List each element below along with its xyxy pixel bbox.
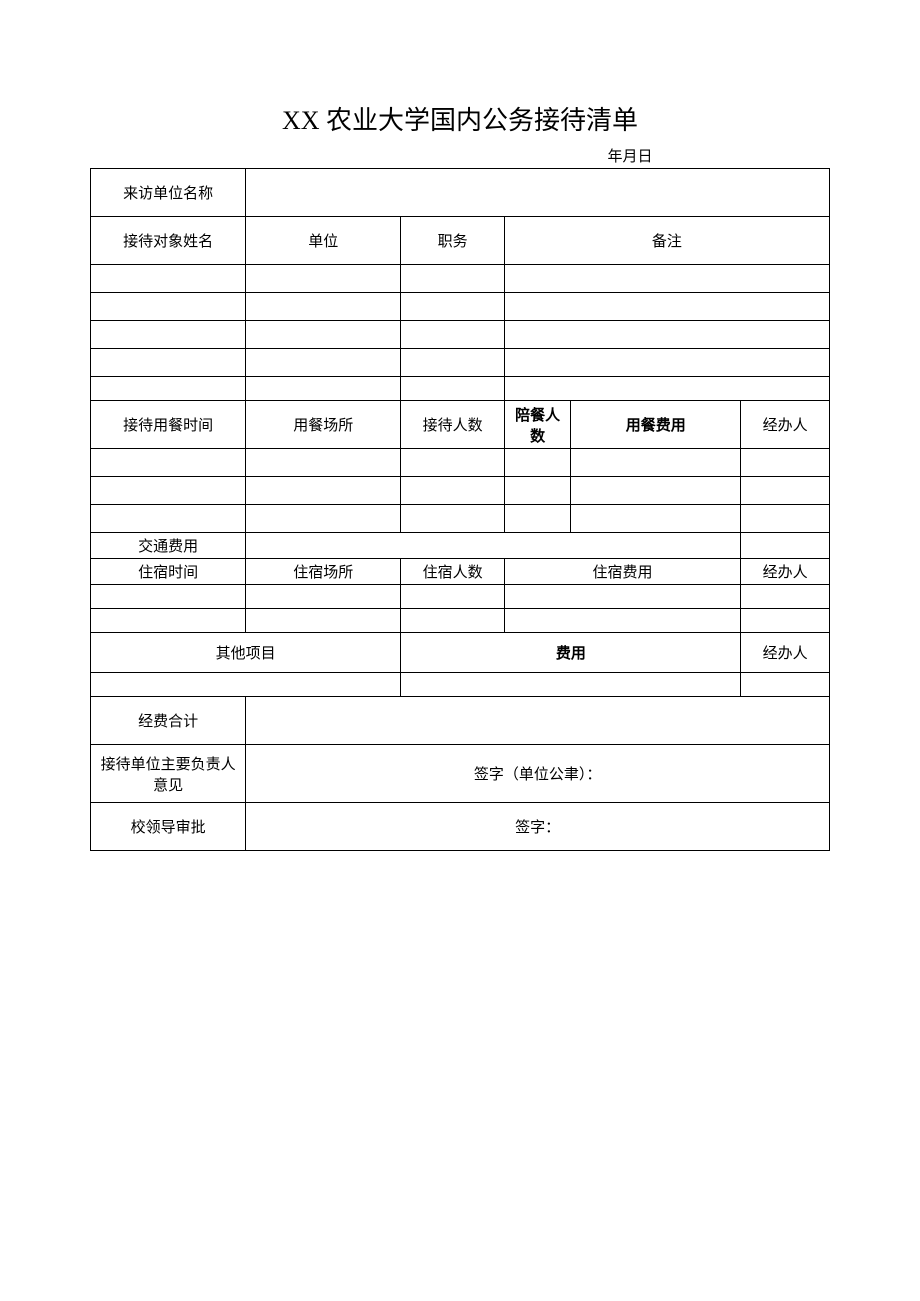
- meal-row-cell[interactable]: [741, 505, 830, 533]
- total-label: 经费合计: [91, 697, 246, 745]
- total-value[interactable]: [246, 697, 830, 745]
- other-row-cell[interactable]: [401, 673, 741, 697]
- host-opinion-label: 接待单位主要负责人意见: [91, 745, 246, 803]
- guest-row-cell[interactable]: [401, 377, 504, 401]
- leader-approval-label: 校领导审批: [91, 803, 246, 851]
- visitor-unit-value[interactable]: [246, 169, 830, 217]
- date-label: 年月日: [90, 145, 830, 166]
- meal-handler-header: 经办人: [741, 401, 830, 449]
- meal-row-cell[interactable]: [504, 449, 571, 477]
- other-item-header: 其他项目: [91, 633, 401, 673]
- guest-name-header: 接待对象姓名: [91, 217, 246, 265]
- document-title: XX 农业大学国内公务接待清单: [90, 100, 830, 137]
- guest-row-cell[interactable]: [91, 293, 246, 321]
- visitor-unit-label: 来访单位名称: [91, 169, 246, 217]
- lodging-place-header: 住宿场所: [246, 559, 401, 585]
- leader-sign-area[interactable]: 签字：: [246, 803, 830, 851]
- other-row-cell[interactable]: [741, 673, 830, 697]
- lodging-row-cell[interactable]: [741, 609, 830, 633]
- meal-row-cell[interactable]: [571, 505, 741, 533]
- meal-row-cell[interactable]: [246, 477, 401, 505]
- lodging-handler-header: 经办人: [741, 559, 830, 585]
- other-cost-header: 费用: [401, 633, 741, 673]
- guest-row-cell[interactable]: [246, 377, 401, 401]
- reception-form-table: 来访单位名称 接待对象姓名 单位 职务 备注: [90, 168, 830, 851]
- meal-row-cell[interactable]: [741, 449, 830, 477]
- lodging-row-cell[interactable]: [246, 585, 401, 609]
- guest-row-cell[interactable]: [91, 377, 246, 401]
- lodging-row-cell[interactable]: [504, 585, 740, 609]
- guest-row-cell[interactable]: [246, 265, 401, 293]
- guest-row-cell[interactable]: [504, 321, 829, 349]
- meal-accompany-header: 陪餐人数: [504, 401, 571, 449]
- meal-row-cell[interactable]: [91, 505, 246, 533]
- guest-row-cell[interactable]: [504, 265, 829, 293]
- meal-guest-count-header: 接待人数: [401, 401, 504, 449]
- meal-row-cell[interactable]: [246, 505, 401, 533]
- lodging-people-header: 住宿人数: [401, 559, 504, 585]
- meal-time-header: 接待用餐时间: [91, 401, 246, 449]
- other-row-cell[interactable]: [91, 673, 401, 697]
- meal-row-cell[interactable]: [571, 449, 741, 477]
- meal-row-cell[interactable]: [91, 477, 246, 505]
- guest-row-cell[interactable]: [246, 321, 401, 349]
- lodging-row-cell[interactable]: [246, 609, 401, 633]
- guest-row-cell[interactable]: [401, 349, 504, 377]
- transport-value[interactable]: [246, 533, 741, 559]
- meal-row-cell[interactable]: [401, 477, 504, 505]
- position-header: 职务: [401, 217, 504, 265]
- host-sign-area[interactable]: 签字（单位公聿）：: [246, 745, 830, 803]
- meal-cost-header: 用餐费用: [571, 401, 741, 449]
- guest-row-cell[interactable]: [401, 321, 504, 349]
- guest-row-cell[interactable]: [246, 293, 401, 321]
- guest-row-cell[interactable]: [91, 265, 246, 293]
- meal-place-header: 用餐场所: [246, 401, 401, 449]
- transport-handler[interactable]: [741, 533, 830, 559]
- guest-row-cell[interactable]: [401, 265, 504, 293]
- lodging-row-cell[interactable]: [91, 609, 246, 633]
- remark-header: 备注: [504, 217, 829, 265]
- other-handler-header: 经办人: [741, 633, 830, 673]
- transport-label: 交通费用: [91, 533, 246, 559]
- unit-header: 单位: [246, 217, 401, 265]
- meal-row-cell[interactable]: [246, 449, 401, 477]
- guest-row-cell[interactable]: [91, 321, 246, 349]
- guest-row-cell[interactable]: [401, 293, 504, 321]
- lodging-row-cell[interactable]: [401, 609, 504, 633]
- lodging-row-cell[interactable]: [741, 585, 830, 609]
- meal-row-cell[interactable]: [91, 449, 246, 477]
- meal-row-cell[interactable]: [504, 505, 571, 533]
- meal-row-cell[interactable]: [401, 505, 504, 533]
- guest-row-cell[interactable]: [91, 349, 246, 377]
- guest-row-cell[interactable]: [246, 349, 401, 377]
- lodging-row-cell[interactable]: [504, 609, 740, 633]
- meal-row-cell[interactable]: [741, 477, 830, 505]
- guest-row-cell[interactable]: [504, 377, 829, 401]
- lodging-row-cell[interactable]: [91, 585, 246, 609]
- lodging-row-cell[interactable]: [401, 585, 504, 609]
- guest-row-cell[interactable]: [504, 293, 829, 321]
- guest-row-cell[interactable]: [504, 349, 829, 377]
- meal-row-cell[interactable]: [504, 477, 571, 505]
- lodging-cost-header: 住宿费用: [504, 559, 740, 585]
- lodging-time-header: 住宿时间: [91, 559, 246, 585]
- meal-row-cell[interactable]: [571, 477, 741, 505]
- meal-row-cell[interactable]: [401, 449, 504, 477]
